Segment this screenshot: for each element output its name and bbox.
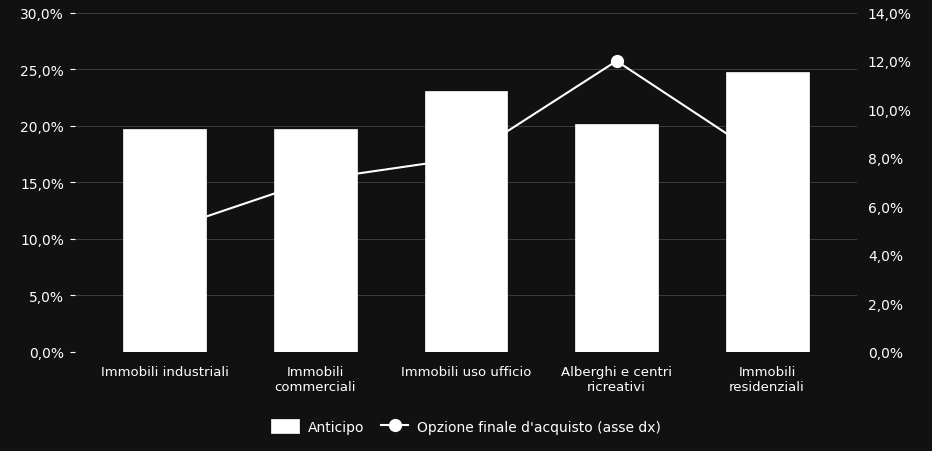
Bar (123, 130, 206, 352)
Bar (575, 125, 658, 352)
Bar (425, 91, 507, 352)
Legend: Anticipo, Opzione finale d'acquisto (asse dx): Anticipo, Opzione finale d'acquisto (ass… (266, 414, 666, 440)
Bar (726, 73, 809, 352)
Bar (274, 130, 357, 352)
